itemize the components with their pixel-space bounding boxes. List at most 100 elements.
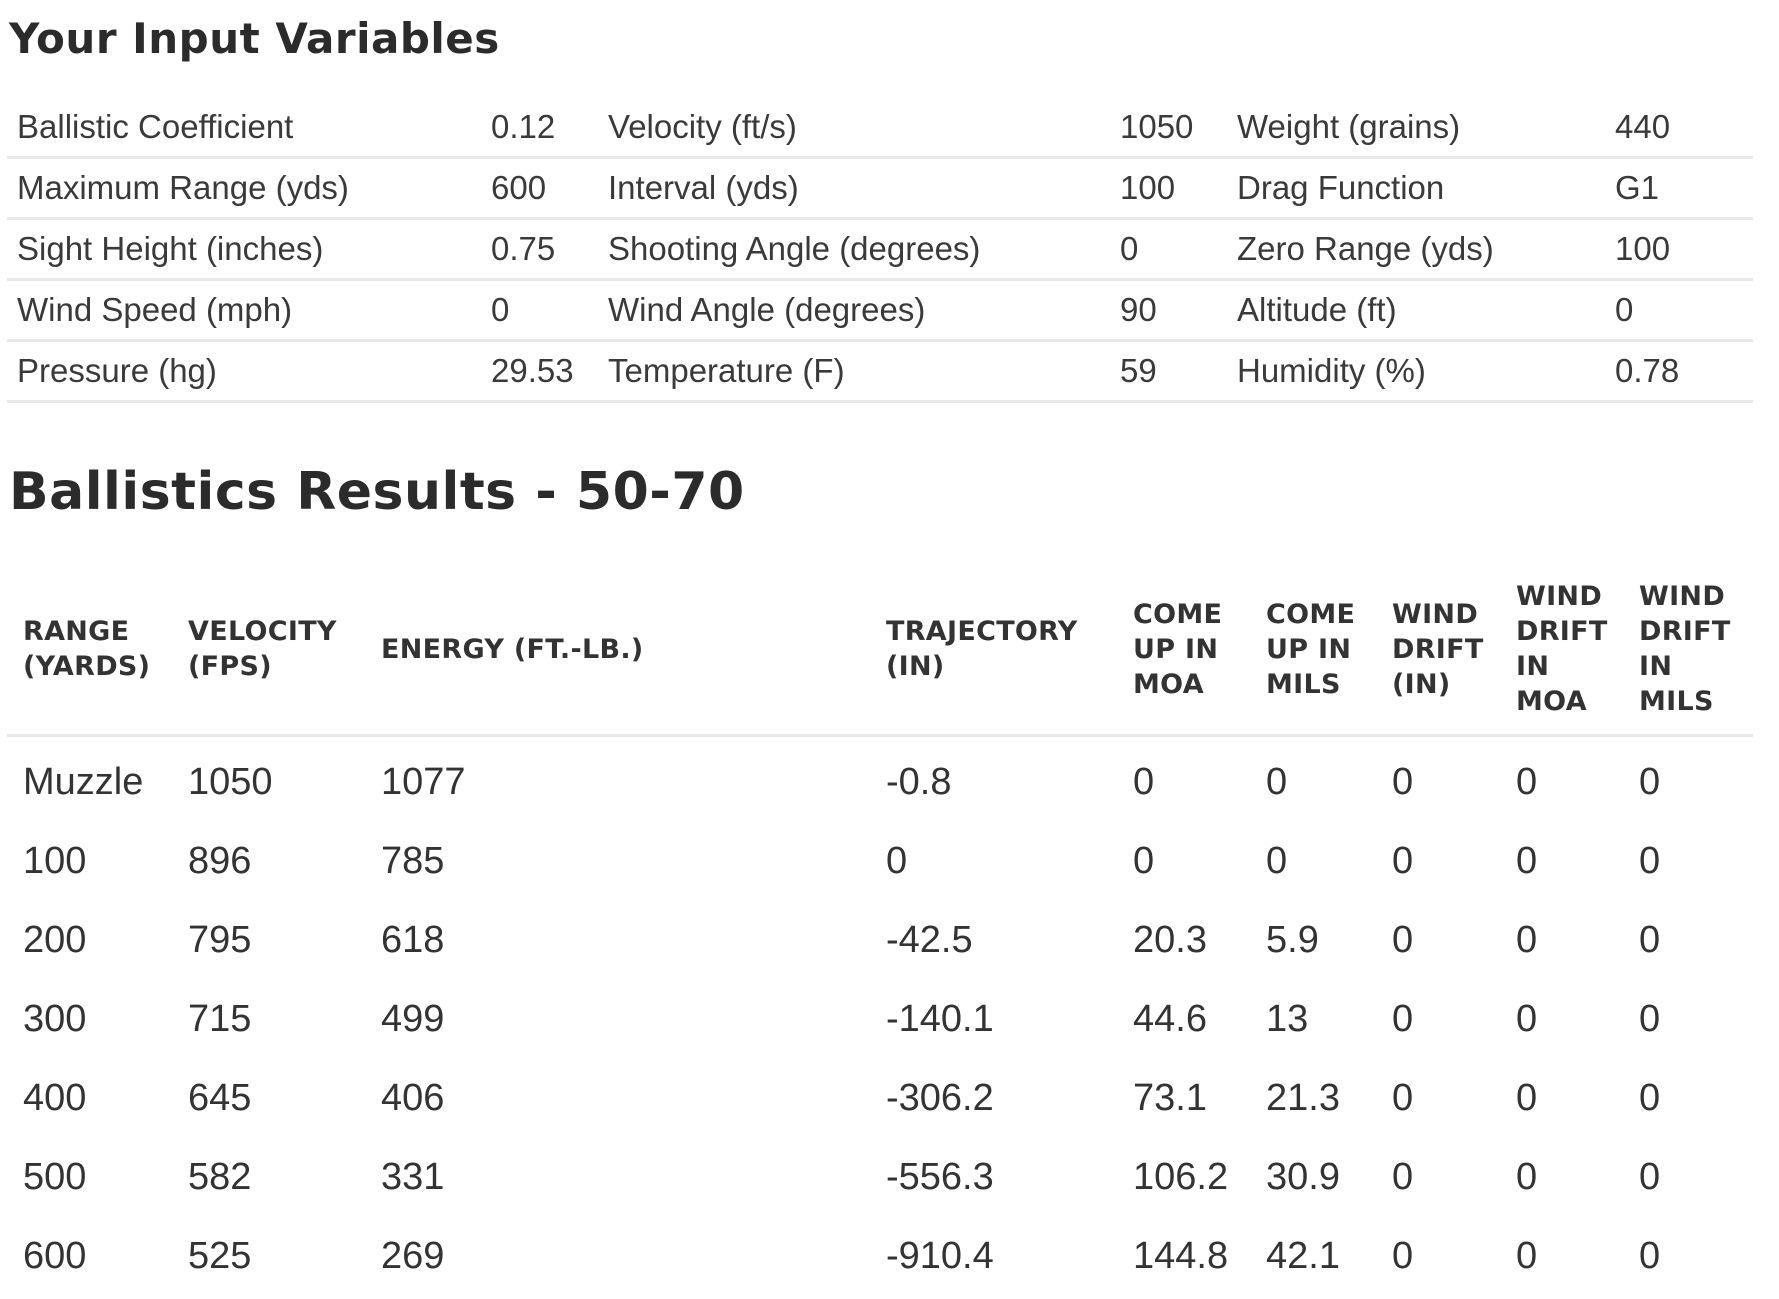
results-cell: 795: [188, 919, 252, 961]
input-value: 1050: [1110, 98, 1227, 159]
column-header: ENERGY (FT.-LB.): [365, 574, 870, 737]
input-value: 600: [481, 157, 598, 220]
results-cell: 0: [1639, 1235, 1661, 1277]
column-header: VELOCITY (FPS): [172, 574, 365, 737]
results-row: Muzzle 1050 1077 -0.8 0 0 0 0 0: [7, 736, 1753, 823]
input-label: Ballistic Coefficient: [7, 98, 481, 159]
input-value: 100: [1605, 218, 1753, 281]
input-label: Wind Speed (mph): [7, 279, 481, 342]
input-variables-table: Ballistic Coefficient 0.12 Velocity (ft/s)…: [7, 98, 1753, 403]
results-cell: 0: [1516, 761, 1538, 803]
column-header-line: DRIFT: [1392, 633, 1484, 665]
input-label: Shooting Angle (degrees): [598, 218, 1110, 281]
ballistics-results-table: RANGE (YARDS) VELOCITY (FPS) ENERGY (FT.-LB.…: [7, 574, 1753, 1296]
results-cell: 1050: [188, 761, 273, 803]
input-value: 440: [1605, 98, 1753, 159]
results-cell: 144.8: [1133, 1235, 1229, 1277]
column-header: WIND DRIFT IN MOA: [1500, 574, 1623, 737]
input-value: 100: [1110, 157, 1227, 220]
results-cell: 499: [381, 998, 445, 1040]
results-cell: 1077: [381, 761, 466, 803]
column-header: RANGE (YARDS): [7, 574, 172, 737]
column-header-line: MILS: [1639, 686, 1714, 717]
results-cell: 0: [1133, 761, 1155, 803]
results-cell: 400: [23, 1077, 87, 1119]
results-cell: 5.9: [1266, 919, 1319, 961]
input-value: 59: [1110, 340, 1227, 403]
results-cell: 0: [1639, 1077, 1661, 1119]
results-cell: 0: [886, 840, 908, 882]
input-value: 90: [1110, 279, 1227, 342]
results-cell: 525: [188, 1235, 252, 1277]
results-row: 100 896 785 0 0 0 0 0 0: [7, 822, 1753, 901]
input-label: Temperature (F): [598, 340, 1110, 403]
results-row: 600 525 269 -910.4 144.8 42.1 0 0 0: [7, 1217, 1753, 1296]
results-cell: 21.3: [1266, 1077, 1340, 1119]
results-cell: 0: [1516, 1077, 1538, 1119]
column-header-line: COME: [1133, 598, 1223, 630]
column-header-line: IN: [1639, 651, 1673, 682]
column-header-line: WIND: [1639, 581, 1726, 612]
results-cell: 44.6: [1133, 998, 1207, 1040]
column-header-line: (YARDS): [23, 651, 151, 682]
column-header-line: UP IN: [1133, 633, 1219, 665]
column-header-line: (IN): [1392, 668, 1451, 700]
column-header-line: MILS: [1266, 668, 1341, 700]
input-row: Maximum Range (yds) 600 Interval (yds) 100 D…: [7, 157, 1753, 220]
input-label: Zero Range (yds): [1227, 218, 1605, 281]
input-variables-title: Your Input Variables: [9, 14, 500, 63]
results-cell: 0: [1516, 1235, 1538, 1277]
results-cell: 582: [188, 1156, 252, 1198]
results-cell: 0: [1133, 840, 1155, 882]
results-cell: 0: [1639, 919, 1661, 961]
input-value: 29.53: [481, 340, 598, 403]
results-cell: 0: [1516, 1156, 1538, 1198]
input-value: 0.78: [1605, 340, 1753, 403]
input-value: 0: [1110, 218, 1227, 281]
results-cell: -910.4: [886, 1235, 994, 1277]
input-label: Interval (yds): [598, 157, 1110, 220]
input-label: Maximum Range (yds): [7, 157, 481, 220]
results-row: 500 582 331 -556.3 106.2 30.9 0 0 0: [7, 1138, 1753, 1217]
results-cell: 331: [381, 1156, 445, 1198]
results-cell: 0: [1639, 1156, 1661, 1198]
column-header-line: MOA: [1133, 668, 1204, 700]
results-cell: 0: [1392, 998, 1414, 1040]
column-header-line: ENERGY (FT.-LB.): [381, 633, 644, 665]
results-cell: 0: [1392, 761, 1414, 803]
input-row: Ballistic Coefficient 0.12 Velocity (ft/s)…: [7, 98, 1753, 159]
results-cell: 0: [1266, 840, 1288, 882]
column-header: WIND DRIFT IN MILS: [1623, 574, 1753, 737]
column-header: TRAJECTORY (IN): [870, 574, 1117, 737]
input-row: Pressure (hg) 29.53 Temperature (F) 59 Humid…: [7, 340, 1753, 403]
results-cell: 0: [1639, 840, 1661, 882]
results-cell: 30.9: [1266, 1156, 1340, 1198]
input-label: Velocity (ft/s): [598, 98, 1110, 159]
input-value: 0.75: [481, 218, 598, 281]
column-header-line: UP IN: [1266, 633, 1352, 665]
results-cell: Muzzle: [23, 761, 144, 803]
input-value: G1: [1605, 157, 1753, 220]
input-label: Sight Height (inches): [7, 218, 481, 281]
results-cell: 600: [23, 1235, 87, 1277]
column-header-line: WIND: [1516, 581, 1603, 612]
input-label: Altitude (ft): [1227, 279, 1605, 342]
input-row: Wind Speed (mph) 0 Wind Angle (degrees) 90 A…: [7, 279, 1753, 342]
results-cell: 0: [1392, 1077, 1414, 1119]
column-header-line: TRAJECTORY: [886, 616, 1078, 647]
results-cell: 106.2: [1133, 1156, 1229, 1198]
results-cell: 13: [1266, 998, 1309, 1040]
column-header: COME UP IN MILS: [1250, 574, 1376, 737]
input-label: Drag Function: [1227, 157, 1605, 220]
results-header-row: RANGE (YARDS) VELOCITY (FPS) ENERGY (FT.-LB.…: [7, 574, 1753, 737]
column-header-line: COME: [1266, 598, 1356, 630]
results-cell: 0: [1392, 1235, 1414, 1277]
results-cell: 0: [1392, 919, 1414, 961]
input-label: Wind Angle (degrees): [598, 279, 1110, 342]
column-header: COME UP IN MOA: [1117, 574, 1250, 737]
results-cell: 0: [1516, 840, 1538, 882]
results-cell: -140.1: [886, 998, 994, 1040]
results-cell: -306.2: [886, 1077, 994, 1119]
results-cell: 0: [1392, 840, 1414, 882]
results-cell: 645: [188, 1077, 252, 1119]
